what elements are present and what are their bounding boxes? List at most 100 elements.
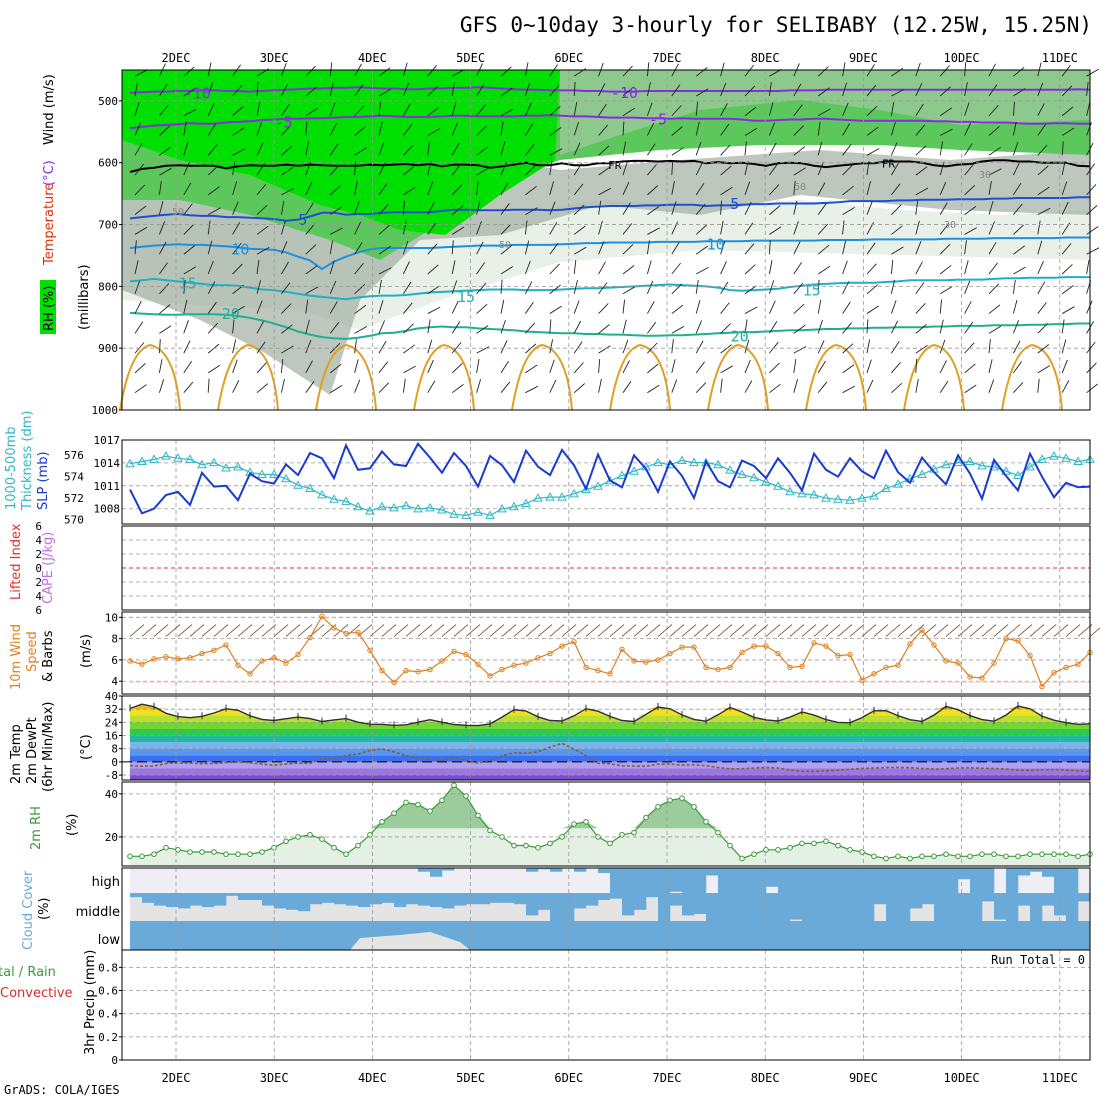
rh2m-point — [248, 852, 253, 857]
rh2m-axis-label: 2m RH — [29, 806, 44, 850]
cloud-middle-bar — [910, 893, 922, 908]
cloud-middle-bar — [898, 893, 910, 921]
cloud-high-bar — [1006, 868, 1018, 893]
cloud-middle-bar — [346, 893, 358, 906]
dewpoint-axis-label: 2m DewPt — [25, 717, 40, 784]
cloud-high-bar — [1018, 868, 1030, 876]
precip-tick-0.6: 0.6 — [98, 985, 118, 998]
bottom-date-label-7: 9DEC — [849, 1071, 878, 1085]
cloud-middle-bar — [574, 893, 586, 908]
cloud-middle-bar — [766, 893, 778, 921]
isotherm-label-0: -10 — [184, 84, 211, 102]
rh2m-point — [956, 854, 961, 859]
top-date-label-6: 8DEC — [751, 51, 780, 65]
thickness-axis-label: 1000-500mb — [4, 426, 19, 510]
rh2m-point — [476, 813, 481, 818]
cloud-middle-bar — [874, 893, 886, 904]
cloud-middle-bar — [742, 893, 754, 921]
cloud-middle-bar — [730, 893, 742, 921]
rh2m-point — [272, 845, 277, 850]
precip-tick-0.2: 0.2 — [98, 1031, 118, 1044]
rh2m-point — [884, 856, 889, 861]
cloud-middle-bar — [970, 893, 982, 921]
rh2m-point — [332, 845, 337, 850]
chart-title: GFS 0~10day 3-hourly for SELIBABY (12.25… — [460, 13, 1092, 37]
cloud-middle-bar — [1030, 893, 1042, 921]
cloud-middle-bar — [706, 893, 718, 921]
rh2m-point — [224, 852, 229, 857]
rh2m-point — [908, 856, 913, 861]
top-date-label-4: 6DEC — [554, 51, 583, 65]
cloud-middle-bar — [190, 893, 202, 906]
bottom-date-label-3: 5DEC — [456, 1071, 485, 1085]
cloud-middle-bar — [430, 893, 442, 907]
slp-axis-label: SLP (mb) — [36, 451, 51, 510]
cloud-high-bar — [886, 868, 898, 893]
cloud-high-bar — [802, 868, 814, 893]
cloud-high-bar — [838, 868, 850, 893]
rh2m-point — [404, 800, 409, 805]
temp2m-tick--8: -8 — [105, 769, 118, 782]
cloud-high-bar — [922, 868, 934, 893]
rh2m-point — [692, 804, 697, 809]
rh2m-point — [776, 848, 781, 853]
cloud-high-bar — [718, 868, 730, 893]
cloud-middle-bar — [214, 893, 226, 906]
cloud-middle-bar — [310, 893, 322, 904]
top-date-label-5: 7DEC — [653, 51, 682, 65]
cloud-middle-bar — [238, 893, 250, 900]
cloud-high-bar — [898, 868, 910, 893]
rh2m-point — [308, 832, 313, 837]
rh2m-point — [980, 852, 985, 857]
rh2m-point — [584, 820, 589, 825]
cloud-high-bar — [946, 868, 958, 893]
rh2m-point — [164, 845, 169, 850]
rh2m-point — [1052, 852, 1057, 857]
cloud-middle-bar — [286, 893, 298, 910]
rh2m-point — [1004, 854, 1009, 859]
cloud-middle-bar — [694, 893, 706, 914]
rh2m-point — [284, 839, 289, 844]
isotherm-label-7: 5 — [730, 195, 739, 213]
top-date-label-3: 5DEC — [456, 51, 485, 65]
cloud-middle-bar — [262, 893, 274, 906]
cloud-middle-bar — [850, 893, 862, 921]
temp2m-tick-0: 0 — [111, 756, 118, 769]
rh2m-point — [1064, 852, 1069, 857]
top-date-label-0: 2DEC — [162, 51, 191, 65]
cloud-middle-bar — [466, 893, 478, 904]
cloud-middle-bar — [502, 893, 514, 903]
rh2m-unit-label: (%) — [65, 814, 80, 837]
rh2m-point — [704, 820, 709, 825]
cloud-high-bar — [874, 868, 886, 893]
cloud-unit-label: (%) — [37, 898, 52, 921]
pressure-tick-500: 500 — [98, 95, 118, 108]
cloud-middle-bar — [178, 893, 190, 908]
rh2m-point — [380, 820, 385, 825]
rh2m-point — [176, 848, 181, 853]
cloud-middle-bar — [490, 893, 502, 903]
temp2m-tick-40: 40 — [105, 690, 118, 703]
rh2m-point — [788, 845, 793, 850]
rh2m-point — [188, 850, 193, 855]
rh2m-point — [800, 841, 805, 846]
cloud-middle-bar — [814, 893, 826, 921]
isotherm-label-9: 10 — [707, 235, 725, 253]
cloud-middle-bar — [514, 893, 526, 904]
rh2m-point — [152, 852, 157, 857]
rh2m-point — [548, 841, 553, 846]
thickness-tick-574: 574 — [64, 471, 84, 484]
rh2m-point — [500, 835, 505, 840]
rh2m-point — [212, 850, 217, 855]
rh2m-point — [1028, 852, 1033, 857]
pressure-tick-1000: 1000 — [92, 404, 119, 417]
rh2m-point — [356, 843, 361, 848]
rh2m-point — [428, 809, 433, 814]
cloud-middle-bar — [370, 893, 382, 904]
cape-axis-label: CAPE (J/kg) — [41, 532, 56, 604]
temp2m-tick-24: 24 — [105, 716, 119, 729]
pressure-tick-700: 700 — [98, 219, 118, 232]
cloud-axis-label: Cloud Cover — [21, 870, 36, 950]
bottom-date-label-0: 2DEC — [162, 1071, 191, 1085]
